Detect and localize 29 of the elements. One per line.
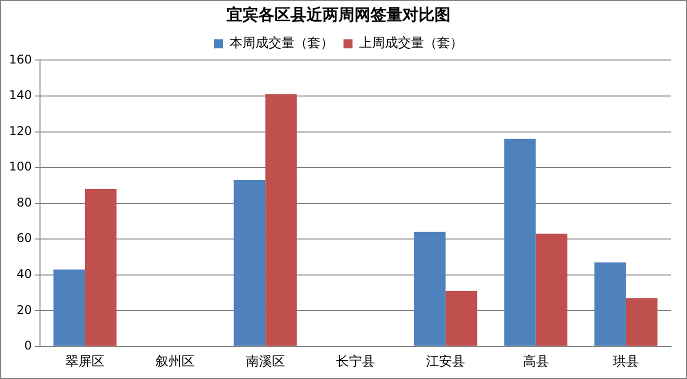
x-tick-label: 翠屏区 [65,354,104,370]
x-tick-label: 长宁县 [336,354,375,370]
y-tick-label: 60 [16,231,32,246]
y-tick-label: 20 [16,302,32,317]
bar [446,290,478,346]
y-tick-label: 100 [9,160,32,174]
legend-label: 上周成交量（套） [359,35,463,52]
bar [536,234,568,346]
x-tick-label: 珙县 [612,354,639,370]
x-tick-label: 江安县 [426,354,466,370]
bar [414,232,446,346]
chart-title: 宜宾各区县近两周网签量对比图 [226,4,450,24]
bar [594,262,626,346]
y-tick-label: 0 [24,338,32,353]
x-tick-label: 叙州区 [156,354,195,370]
y-tick-label: 160 [9,52,32,66]
bar [84,188,117,346]
bar [265,94,297,346]
bar [53,269,85,346]
y-tick-label: 40 [16,266,32,281]
x-tick-label: 南溪区 [246,354,285,370]
bar [626,298,658,346]
x-tick-label: 高县 [522,354,549,370]
bar [504,138,536,346]
y-tick-label: 80 [16,195,32,210]
legend-label: 本周成交量（套） [230,35,334,52]
bar [234,180,266,346]
y-tick-label: 140 [9,88,32,102]
y-tick-label: 120 [9,124,32,138]
